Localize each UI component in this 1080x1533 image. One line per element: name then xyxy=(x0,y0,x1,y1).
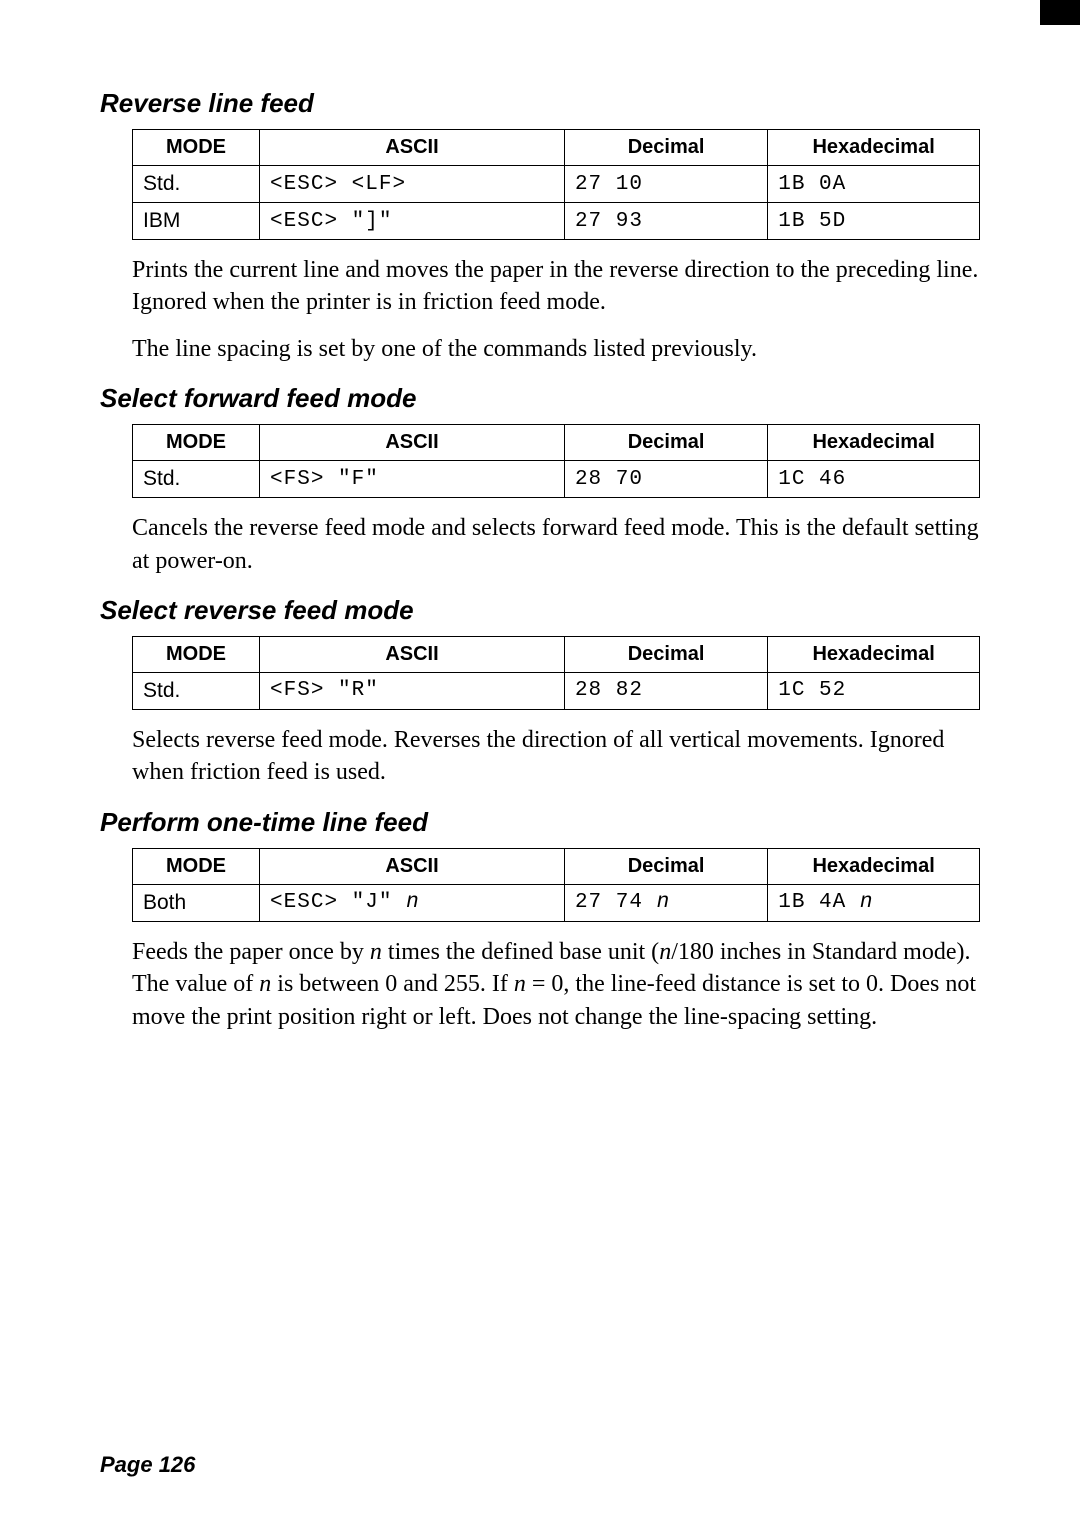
th-mode: MODE xyxy=(133,636,260,672)
command-table: MODE ASCII Decimal Hexadecimal Std. <FS>… xyxy=(132,636,980,710)
th-hex: Hexadecimal xyxy=(768,425,980,461)
cell-mode: Std. xyxy=(133,166,260,203)
body-paragraph: Cancels the reverse feed mode and select… xyxy=(132,512,980,577)
command-table: MODE ASCII Decimal Hexadecimal Std. <FS>… xyxy=(132,424,980,498)
th-ascii: ASCII xyxy=(260,130,565,166)
th-hex: Hexadecimal xyxy=(768,636,980,672)
body-paragraph: The line spacing is set by one of the co… xyxy=(132,333,980,365)
th-hex: Hexadecimal xyxy=(768,130,980,166)
table-row: Both <ESC> "J" n 27 74 n 1B 4A n xyxy=(133,884,980,921)
cell-dec: 27 93 xyxy=(564,203,767,240)
cell-hex: 1B 4A n xyxy=(768,884,980,921)
cell-ascii: <ESC> <LF> xyxy=(260,166,565,203)
th-ascii: ASCII xyxy=(260,425,565,461)
page-number: Page 126 xyxy=(100,1452,195,1478)
cell-hex: 1B 5D xyxy=(768,203,980,240)
th-hex: Hexadecimal xyxy=(768,848,980,884)
cell-ascii: <FS> "F" xyxy=(260,461,565,498)
th-decimal: Decimal xyxy=(564,130,767,166)
th-mode: MODE xyxy=(133,848,260,884)
section-title: Select forward feed mode xyxy=(100,383,980,414)
cell-mode: Std. xyxy=(133,461,260,498)
cell-mode: IBM xyxy=(133,203,260,240)
th-mode: MODE xyxy=(133,130,260,166)
th-mode: MODE xyxy=(133,425,260,461)
section-title: Select reverse feed mode xyxy=(100,595,980,626)
th-ascii: ASCII xyxy=(260,636,565,672)
cell-hex: 1B 0A xyxy=(768,166,980,203)
command-table: MODE ASCII Decimal Hexadecimal Std. <ESC… xyxy=(132,129,980,240)
cell-ascii: <ESC> "]" xyxy=(260,203,565,240)
cell-mode: Both xyxy=(133,884,260,921)
cell-dec: 28 70 xyxy=(564,461,767,498)
table-row: Std. <ESC> <LF> 27 10 1B 0A xyxy=(133,166,980,203)
cell-hex: 1C 46 xyxy=(768,461,980,498)
body-paragraph: Selects reverse feed mode. Reverses the … xyxy=(132,724,980,789)
cell-ascii: <FS> "R" xyxy=(260,672,565,709)
cell-dec: 28 82 xyxy=(564,672,767,709)
table-row: Std. <FS> "F" 28 70 1C 46 xyxy=(133,461,980,498)
cell-dec: 27 74 n xyxy=(564,884,767,921)
table-row: IBM <ESC> "]" 27 93 1B 5D xyxy=(133,203,980,240)
body-paragraph: Prints the current line and moves the pa… xyxy=(132,254,980,319)
th-decimal: Decimal xyxy=(564,848,767,884)
cell-ascii: <ESC> "J" n xyxy=(260,884,565,921)
body-paragraph: Feeds the paper once by n times the defi… xyxy=(132,936,980,1033)
table-row: Std. <FS> "R" 28 82 1C 52 xyxy=(133,672,980,709)
command-table: MODE ASCII Decimal Hexadecimal Both <ESC… xyxy=(132,848,980,922)
th-decimal: Decimal xyxy=(564,425,767,461)
section-title: Perform one-time line feed xyxy=(100,807,980,838)
th-ascii: ASCII xyxy=(260,848,565,884)
th-decimal: Decimal xyxy=(564,636,767,672)
cell-dec: 27 10 xyxy=(564,166,767,203)
section-title: Reverse line feed xyxy=(100,88,980,119)
cell-hex: 1C 52 xyxy=(768,672,980,709)
page-edge-tab xyxy=(1040,0,1080,25)
cell-mode: Std. xyxy=(133,672,260,709)
